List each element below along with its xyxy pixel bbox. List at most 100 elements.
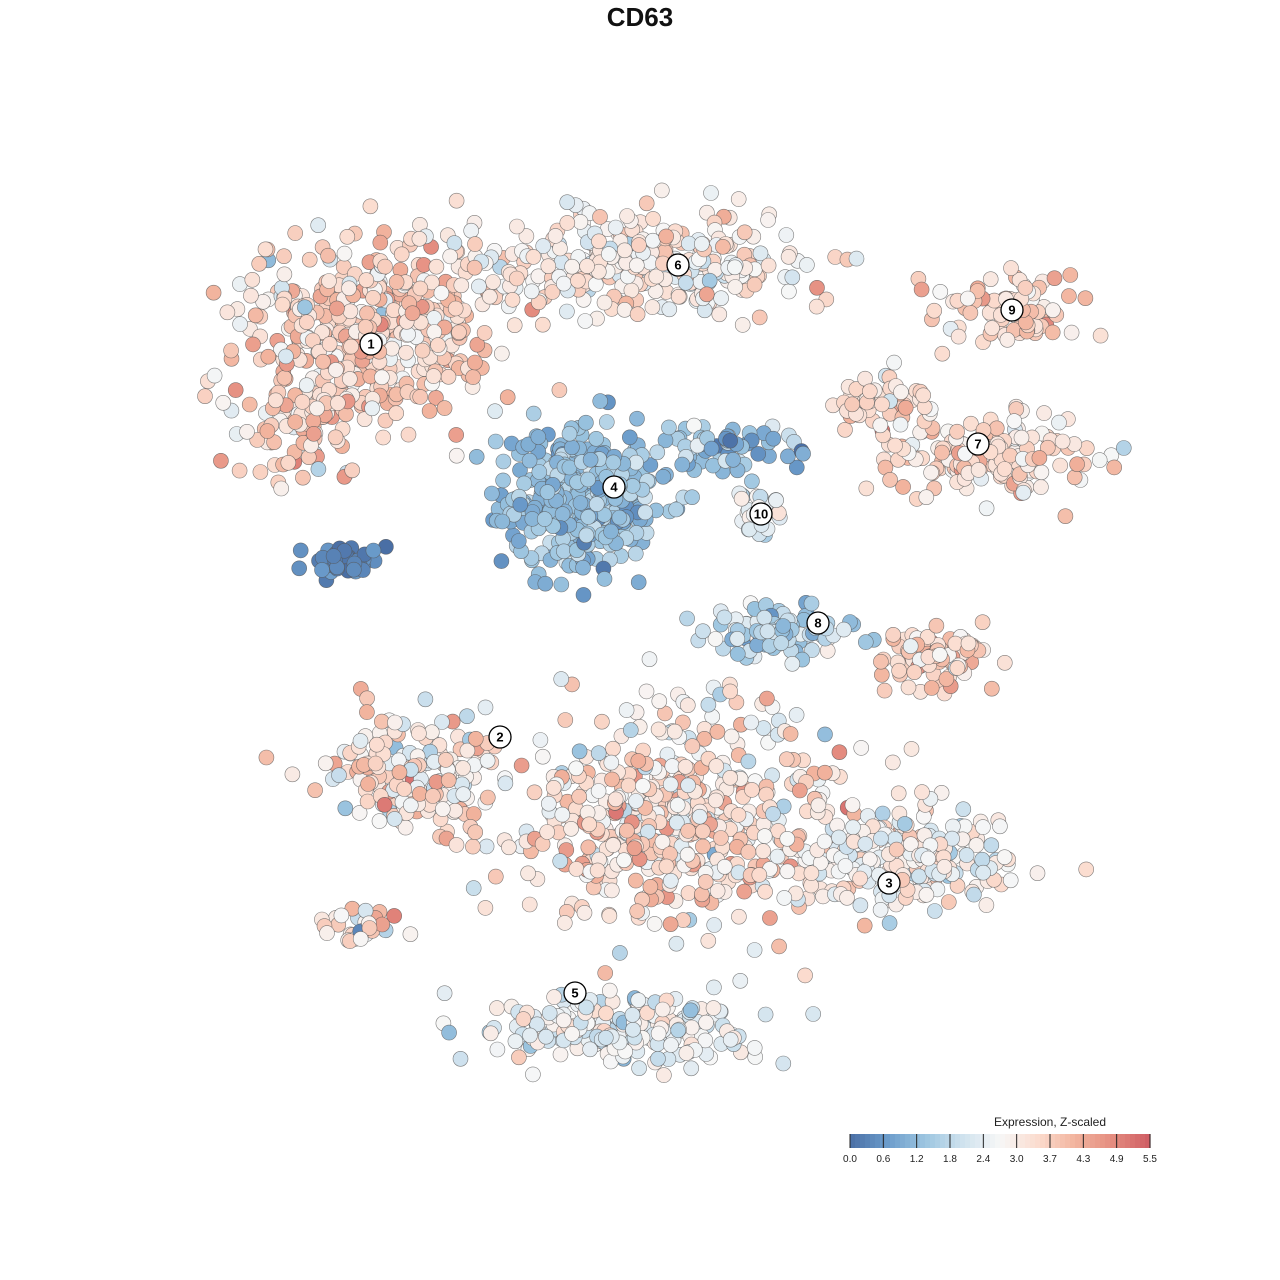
cell-point <box>232 316 248 332</box>
cell-point <box>359 793 376 810</box>
legend-tick-label: 1.2 <box>910 1154 924 1165</box>
cell-point <box>1077 290 1094 307</box>
cell-point <box>252 464 269 480</box>
cell-point <box>291 560 308 577</box>
cell-point <box>360 776 376 792</box>
cell-point <box>1062 267 1079 283</box>
cell-point <box>620 777 637 794</box>
cell-point <box>809 279 825 296</box>
legend-tick-label: 0.0 <box>843 1154 857 1165</box>
cell-point <box>596 571 613 587</box>
cell-point <box>310 217 327 233</box>
cell-point <box>733 490 750 507</box>
cell-point <box>678 1045 695 1061</box>
cell-point <box>559 215 576 231</box>
cell-point <box>578 527 595 544</box>
cell-point <box>402 926 419 943</box>
cell-point <box>650 721 667 738</box>
cell-point <box>625 1021 641 1038</box>
cluster-label-1: 1 <box>359 332 383 356</box>
cell-point <box>425 368 442 384</box>
cell-point <box>805 1006 822 1022</box>
cell-point <box>983 837 1000 854</box>
cell-point <box>645 211 661 227</box>
cell-point <box>982 271 999 288</box>
cell-point <box>257 241 274 258</box>
cell-point <box>984 320 1000 336</box>
cell-point <box>534 316 551 333</box>
legend-color-swatch <box>1020 1134 1026 1148</box>
cell-point <box>341 371 358 387</box>
cell-point <box>493 553 510 569</box>
cell-point <box>469 336 486 353</box>
cell-point <box>231 462 248 479</box>
cluster-label-3: 3 <box>877 871 901 895</box>
cell-point <box>555 1012 572 1029</box>
cell-point <box>572 495 589 511</box>
cell-point <box>732 972 749 989</box>
cell-point <box>337 800 354 817</box>
cell-point <box>511 1049 527 1066</box>
cell-point <box>605 454 622 471</box>
cell-point <box>495 453 512 470</box>
cluster-label-text: 8 <box>814 616 821 631</box>
cell-point <box>661 419 677 436</box>
cell-point <box>578 999 595 1016</box>
cell-point <box>526 784 543 801</box>
cell-point <box>536 511 553 527</box>
cell-point <box>398 344 414 361</box>
cell-point <box>651 693 668 710</box>
cell-point <box>703 185 719 201</box>
legend-color-swatch <box>1130 1134 1136 1148</box>
cluster-label-text: 3 <box>885 876 892 891</box>
cell-point <box>571 743 588 760</box>
cell-point <box>627 545 644 562</box>
cell-point <box>466 259 483 276</box>
cell-point <box>468 448 485 465</box>
cell-point <box>759 690 775 707</box>
cell-point <box>918 489 935 506</box>
cell-point <box>919 629 936 645</box>
cell-point <box>978 897 995 913</box>
cell-point <box>372 234 389 251</box>
cell-point <box>677 758 694 775</box>
cell-point <box>729 630 746 647</box>
cell-point <box>493 345 510 362</box>
cell-point <box>626 840 643 857</box>
cell-point <box>532 732 549 748</box>
cell-point <box>700 932 717 949</box>
cell-point <box>497 775 514 792</box>
legend-color-swatch <box>1025 1134 1031 1148</box>
cell-point <box>816 833 833 850</box>
legend-color-swatch <box>1115 1134 1121 1148</box>
cell-point <box>580 509 597 525</box>
legend-color-swatch <box>1070 1134 1076 1148</box>
cell-point <box>886 354 902 371</box>
cell-point <box>936 858 953 875</box>
cell-point <box>387 714 403 731</box>
cell-point <box>686 417 702 434</box>
cell-point <box>635 778 651 794</box>
cell-point <box>648 268 665 285</box>
cell-point <box>722 1031 739 1048</box>
cell-point <box>451 324 467 341</box>
cell-point <box>996 849 1013 866</box>
cell-point <box>895 479 911 495</box>
cell-point <box>297 299 313 316</box>
legend-color-swatch <box>890 1134 896 1148</box>
cell-point <box>594 713 610 730</box>
legend-color-swatch <box>1140 1134 1146 1148</box>
legend-color-swatch <box>1095 1134 1101 1148</box>
cell-point <box>890 785 907 802</box>
cell-point <box>856 917 873 934</box>
cell-point <box>428 389 444 406</box>
cell-point <box>501 839 517 856</box>
cell-point <box>756 609 773 626</box>
cell-point <box>619 822 635 839</box>
cell-point <box>680 777 696 794</box>
cell-point <box>684 738 701 754</box>
cell-point <box>715 239 731 255</box>
cell-point <box>568 861 585 877</box>
cell-point <box>373 713 390 730</box>
